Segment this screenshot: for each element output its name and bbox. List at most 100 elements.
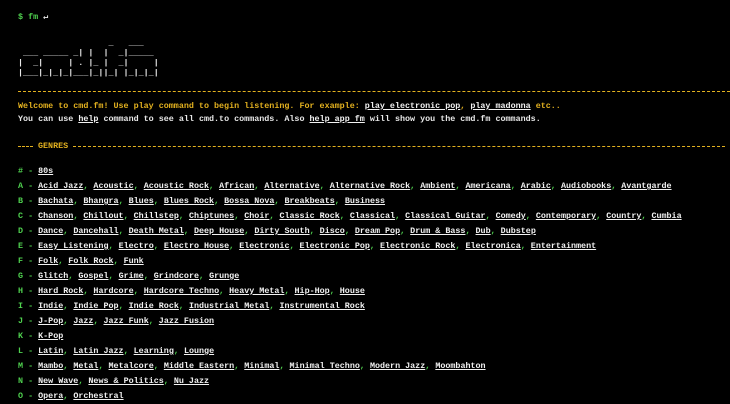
- genre-link[interactable]: Jazz Fusion: [158, 316, 215, 326]
- genre-link[interactable]: K-Pop: [38, 331, 64, 341]
- genre-link[interactable]: Modern Jazz: [369, 361, 426, 371]
- genre-link[interactable]: Blues: [128, 196, 154, 206]
- genre-link[interactable]: Folk Rock: [68, 256, 114, 266]
- genre-link[interactable]: Minimal Techno: [289, 361, 360, 371]
- genre-link[interactable]: Orchestral: [73, 391, 124, 401]
- genre-link[interactable]: Learning: [133, 346, 174, 356]
- genre-link[interactable]: Disco: [319, 226, 345, 236]
- genre-link[interactable]: Arabic: [520, 181, 551, 191]
- genre-link[interactable]: Acoustic Rock: [143, 181, 210, 191]
- genre-separator: ,: [143, 271, 149, 281]
- genre-link[interactable]: Alternative: [264, 181, 320, 191]
- genre-link[interactable]: Metal: [73, 361, 99, 371]
- genre-link[interactable]: African: [219, 181, 255, 191]
- genre-link[interactable]: Industrial Metal: [188, 301, 270, 311]
- genre-link[interactable]: Cumbia: [651, 211, 682, 221]
- genre-link[interactable]: Indie: [38, 301, 64, 311]
- genre-link[interactable]: Jazz: [73, 316, 94, 326]
- genre-link[interactable]: Ambient: [420, 181, 456, 191]
- command-link[interactable]: help app fm: [309, 114, 365, 124]
- genre-link[interactable]: Funk: [123, 256, 144, 266]
- genre-link[interactable]: Chillstep: [133, 211, 179, 221]
- genre-link[interactable]: Electronica: [465, 241, 521, 251]
- genre-link[interactable]: House: [339, 286, 365, 296]
- genre-link[interactable]: Chillout: [83, 211, 124, 221]
- genre-link[interactable]: Drum & Bass: [410, 226, 466, 236]
- genre-link[interactable]: Comedy: [495, 211, 526, 221]
- genre-link[interactable]: Alternative Rock: [329, 181, 411, 191]
- genre-link[interactable]: Grime: [118, 271, 144, 281]
- genre-link[interactable]: Mambo: [38, 361, 64, 371]
- genre-link[interactable]: Death Metal: [128, 226, 184, 236]
- genre-link[interactable]: Glitch: [38, 271, 69, 281]
- genre-link[interactable]: Dream Pop: [354, 226, 401, 236]
- genre-link[interactable]: Acid Jazz: [38, 181, 84, 191]
- genre-link[interactable]: News & Politics: [88, 376, 164, 386]
- genre-link[interactable]: Classic Rock: [279, 211, 340, 221]
- letter-separator: -: [28, 286, 34, 296]
- genre-link[interactable]: Indie Pop: [73, 301, 119, 311]
- genre-link[interactable]: Avantgarde: [621, 181, 672, 191]
- genre-link[interactable]: Acoustic: [93, 181, 134, 191]
- genre-link[interactable]: Dancehall: [73, 226, 119, 236]
- genre-link[interactable]: Nu Jazz: [173, 376, 210, 386]
- genre-link[interactable]: Bossa Nova: [224, 196, 275, 206]
- genre-link[interactable]: Heavy Metal: [229, 286, 285, 296]
- genre-link[interactable]: Choir: [244, 211, 270, 221]
- genre-link[interactable]: Lounge: [183, 346, 215, 356]
- genre-link[interactable]: Bachata: [38, 196, 74, 206]
- command-link[interactable]: play electronic pop: [364, 101, 461, 111]
- genre-link[interactable]: Audiobooks: [560, 181, 612, 191]
- genre-link[interactable]: Grindcore: [153, 271, 199, 281]
- genre-separator: ,: [163, 376, 169, 386]
- genre-link[interactable]: Grunge: [209, 271, 240, 281]
- genre-link[interactable]: Hardcore Techno: [143, 286, 220, 296]
- genre-link[interactable]: Electronic: [239, 241, 290, 251]
- genre-link[interactable]: Business: [344, 196, 386, 206]
- genre-link[interactable]: Opera: [38, 391, 64, 401]
- genre-link[interactable]: Folk: [38, 256, 59, 266]
- genre-link[interactable]: Gospel: [78, 271, 109, 281]
- genre-link[interactable]: Dirty South: [254, 226, 310, 236]
- genre-link[interactable]: Latin: [38, 346, 64, 356]
- genre-link[interactable]: Country: [606, 211, 642, 221]
- genre-link[interactable]: Minimal: [244, 361, 280, 371]
- genre-link[interactable]: Contemporary: [535, 211, 597, 221]
- genre-link[interactable]: Entertainment: [530, 241, 597, 251]
- genre-link[interactable]: Instrumental Rock: [279, 301, 365, 311]
- genre-link[interactable]: Hip-Hop: [294, 286, 330, 296]
- genre-link[interactable]: Electro: [118, 241, 154, 251]
- genre-link[interactable]: Electro House: [163, 241, 230, 251]
- genre-link[interactable]: Hardcore: [93, 286, 134, 296]
- genre-link[interactable]: 80s: [38, 166, 54, 176]
- genre-link[interactable]: Indie Rock: [128, 301, 179, 311]
- genre-link[interactable]: Easy Listening: [38, 241, 109, 251]
- genre-link[interactable]: Classical: [349, 211, 396, 221]
- genre-link[interactable]: Jazz Funk: [103, 316, 149, 326]
- genre-link[interactable]: Dance: [38, 226, 64, 236]
- genre-link[interactable]: Blues Rock: [163, 196, 215, 206]
- genre-link[interactable]: Dubstep: [500, 226, 536, 236]
- genre-separator: ,: [395, 211, 401, 221]
- genre-link[interactable]: Middle Eastern: [163, 361, 235, 371]
- genre-link[interactable]: Hard Rock: [38, 286, 84, 296]
- command-link[interactable]: play madonna: [470, 101, 531, 111]
- genre-link[interactable]: Latin Jazz: [73, 346, 124, 356]
- genre-link[interactable]: Deep House: [193, 226, 245, 236]
- genre-link[interactable]: Electronic Rock: [379, 241, 456, 251]
- genre-separator: ,: [329, 286, 335, 296]
- intro-line: You can use help command to see all cmd.…: [18, 112, 730, 127]
- genre-link[interactable]: Electronic Pop: [299, 241, 370, 251]
- genre-link[interactable]: Dub: [475, 226, 491, 236]
- genre-link[interactable]: Moombahton: [435, 361, 486, 371]
- genre-link[interactable]: Chanson: [38, 211, 74, 221]
- genre-link[interactable]: Bhangra: [83, 196, 119, 206]
- genre-link[interactable]: Classical Guitar: [405, 211, 486, 221]
- genre-link[interactable]: J-Pop: [38, 316, 64, 326]
- genre-link[interactable]: Americana: [465, 181, 511, 191]
- genre-link[interactable]: Chiptunes: [188, 211, 235, 221]
- genre-link[interactable]: New Wave: [38, 376, 79, 386]
- command-link[interactable]: help: [78, 114, 99, 124]
- genre-link[interactable]: Metalcore: [108, 361, 154, 371]
- genre-link[interactable]: Breakbeats: [284, 196, 335, 206]
